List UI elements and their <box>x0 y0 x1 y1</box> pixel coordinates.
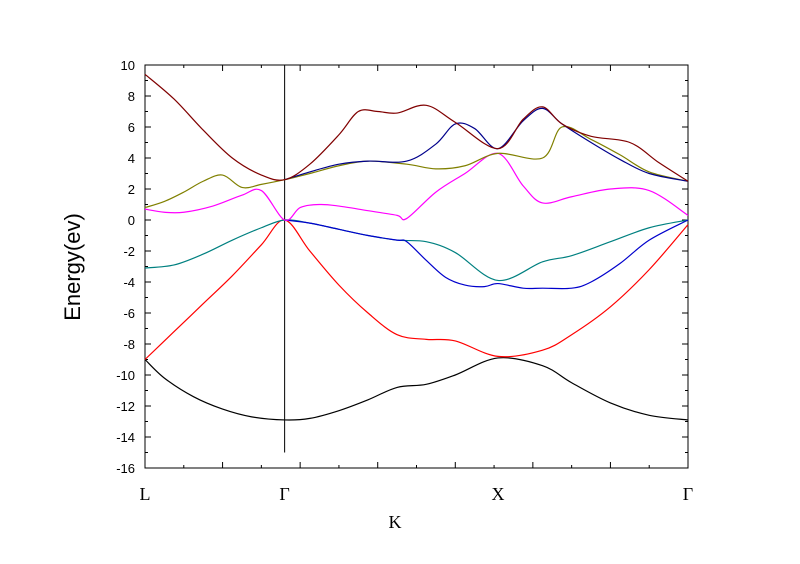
y-tick-labels: 10 8 6 4 2 0 -2 -4 -6 -8 -10 -12 -14 -16 <box>116 58 135 476</box>
band-line-7 <box>284 107 689 182</box>
y-tick-label: -6 <box>123 306 135 321</box>
y-tick-label: 0 <box>128 213 135 228</box>
y-tick-label: -2 <box>123 244 135 259</box>
x-axis-label: K <box>389 512 402 532</box>
y-tick-label: -16 <box>116 461 135 476</box>
y-tick-label: 4 <box>128 151 135 166</box>
band-line-1 <box>144 357 689 421</box>
y-tick-label: 8 <box>128 89 135 104</box>
plot-frame <box>144 64 689 469</box>
k-point-label: Γ <box>683 484 693 504</box>
band-line-8 <box>144 73 689 182</box>
y-tick-label: 10 <box>121 58 135 73</box>
y-tick-label: -10 <box>116 368 135 383</box>
band-line-4 <box>284 219 689 290</box>
y-tick-label: -12 <box>116 399 135 414</box>
y-tick-label: 2 <box>128 182 135 197</box>
band-series <box>144 73 689 421</box>
k-point-label: L <box>140 484 151 504</box>
band-line-5 <box>144 152 689 221</box>
y-tick-label: -4 <box>123 275 135 290</box>
ticks <box>145 64 688 469</box>
y-tick-label: -8 <box>123 337 135 352</box>
k-point-label: X <box>491 484 504 504</box>
y-axis-label: Energy(ev) <box>60 213 85 321</box>
band-line-2 <box>144 219 689 360</box>
y-tick-label: 6 <box>128 120 135 135</box>
k-point-label: Γ <box>279 484 289 504</box>
y-tick-label: -14 <box>116 430 135 445</box>
